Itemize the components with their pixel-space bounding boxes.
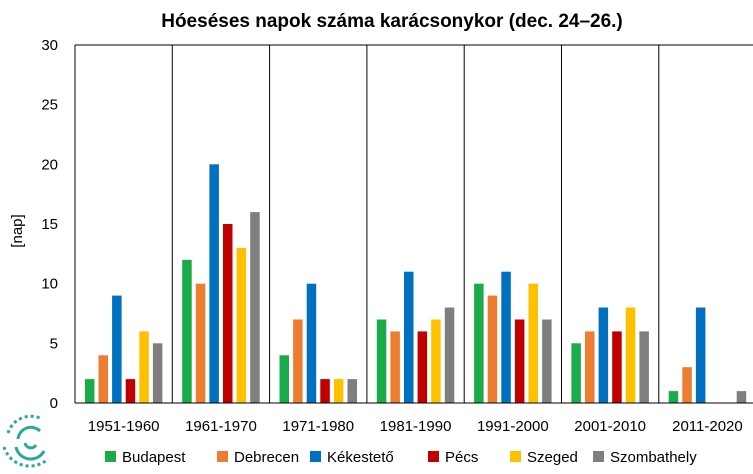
legend: Budapest Debrecen Kékestető Pécs Szeged Szomb…	[105, 449, 697, 466]
legend-swatch	[428, 451, 439, 462]
bar	[390, 331, 400, 403]
bar	[195, 283, 206, 403]
bar	[736, 391, 747, 403]
legend-swatch	[105, 451, 116, 462]
bar	[250, 212, 260, 403]
x-tick-label: 1991-2000	[477, 418, 549, 435]
y-tick-label: 0	[50, 395, 58, 412]
bar	[431, 319, 441, 403]
bar	[125, 379, 136, 403]
legend-label: Debrecen	[234, 449, 299, 466]
bar	[612, 331, 622, 403]
bar	[585, 331, 595, 403]
legend-label: Pécs	[445, 449, 478, 466]
x-tick-label: 1971-1980	[282, 418, 354, 435]
y-tick-labels: 0 5 10 15 20 25 30	[41, 37, 58, 412]
bar	[571, 343, 581, 403]
bar	[333, 379, 344, 403]
legend-label: Szombathely	[610, 449, 697, 466]
legend-swatch	[510, 451, 521, 462]
y-axis-label: [nap]	[9, 214, 26, 247]
y-tick-label: 15	[41, 216, 58, 233]
bar	[668, 391, 679, 403]
bar	[376, 319, 387, 403]
y-tick-label: 20	[41, 156, 58, 173]
bar	[98, 355, 108, 403]
chart-title: Hóeséses napok száma karácsonykor (dec. …	[161, 11, 623, 32]
bar	[487, 295, 498, 403]
bar	[223, 224, 233, 403]
bar	[598, 307, 609, 403]
y-tick-label: 30	[41, 37, 58, 54]
axes	[74, 44, 753, 404]
bar	[542, 319, 552, 403]
bar	[695, 307, 706, 403]
bar	[444, 307, 455, 403]
y-tick-label: 25	[41, 97, 58, 114]
bar	[209, 164, 219, 403]
bar	[112, 295, 122, 403]
bar	[293, 319, 303, 403]
bar	[279, 355, 289, 403]
bar	[404, 271, 414, 403]
legend-swatch	[310, 451, 321, 462]
bar	[639, 331, 649, 403]
logo-icon	[2, 414, 50, 468]
y-tick-label: 10	[41, 276, 58, 293]
bars	[84, 164, 747, 403]
bar	[417, 331, 428, 403]
legend-label: Szeged	[527, 449, 578, 466]
legend-swatch	[593, 451, 604, 462]
bar	[474, 283, 484, 403]
bar	[528, 283, 538, 403]
x-tick-label: 2011-2020	[672, 418, 743, 435]
bar	[682, 367, 692, 403]
bar	[306, 283, 317, 403]
x-tick-label: 1951-1960	[88, 418, 160, 435]
x-tick-labels: 1951-1960 1961-1970 1971-1980 1981-1990 1991…	[88, 418, 743, 435]
bar	[236, 247, 247, 403]
bar	[139, 331, 149, 403]
y-tick-label: 5	[50, 335, 58, 352]
bar	[514, 319, 525, 403]
bar	[347, 379, 357, 403]
x-tick-label: 1961-1970	[185, 418, 257, 435]
legend-label: Kékestető	[327, 449, 394, 466]
legend-swatch	[217, 451, 228, 462]
x-tick-label: 2001-2010	[574, 418, 646, 435]
bar	[320, 379, 330, 403]
bar	[84, 379, 95, 403]
bar	[625, 307, 636, 403]
category-dividers	[171, 45, 660, 403]
legend-label: Budapest	[122, 449, 186, 466]
bar	[501, 271, 511, 403]
bar	[182, 259, 192, 403]
x-tick-label: 1981-1990	[380, 418, 452, 435]
bar	[152, 343, 163, 403]
